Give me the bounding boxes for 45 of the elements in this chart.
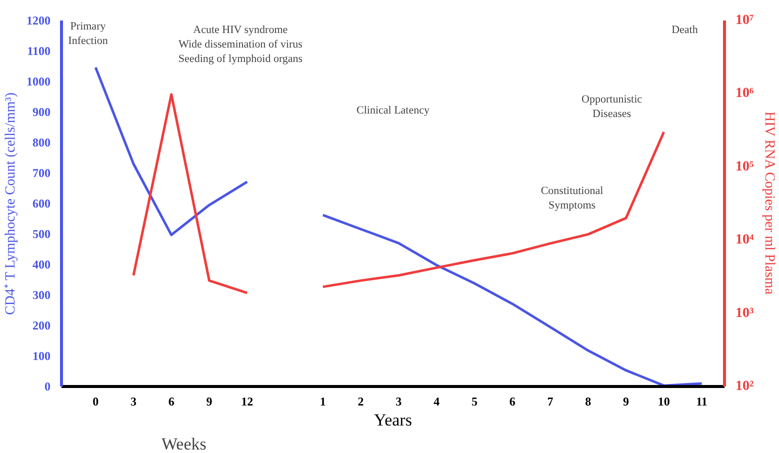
annotation: Clinical Latency	[356, 104, 430, 117]
x-tick-label: 0	[92, 394, 99, 408]
x-tick-label: 9	[622, 394, 629, 408]
x-tick-label: 2	[358, 394, 364, 408]
y-tick-label: 100	[32, 349, 50, 363]
y-tick-label: 800	[32, 136, 50, 150]
x-tick-label: 6	[509, 394, 516, 408]
x-tick-label: 12	[241, 394, 254, 408]
y2-tick-label: 10⁷	[736, 13, 754, 28]
x-tick-label: 8	[585, 394, 592, 408]
y2-axis-title: HIV RNA Copies per ml Plasma	[762, 112, 777, 296]
annotation: Constitutional Symptoms	[540, 185, 604, 212]
y2-tick-label: 10⁶	[736, 86, 754, 102]
y-axis-title: CD4⁺ T Lymphocyte Count (cells/mm³)	[4, 92, 18, 316]
y2-tick-label: 10³	[736, 306, 754, 321]
y-tick-label: 900	[32, 105, 50, 119]
y-tick-label: 1200	[26, 14, 50, 28]
annotation: Death	[672, 24, 698, 36]
x-tick-label: 1	[320, 394, 326, 408]
y-tick-label: 1100	[27, 44, 51, 58]
x-tick-label: 7	[547, 394, 554, 408]
annotation: Acute HIV syndrome Wide dissemination of virus Seeding of lymphoid organs	[178, 24, 303, 65]
x-tick-label: 3	[396, 394, 402, 408]
y-tick-label: 200	[32, 318, 50, 332]
annotation: Primary Infection	[68, 20, 108, 47]
y-tick-label: 400	[32, 258, 50, 272]
y-tick-label: 700	[32, 166, 50, 180]
x-tick-label: 6	[168, 394, 174, 408]
x-tick-label: 3	[130, 394, 136, 408]
x-tick-label: 9	[206, 394, 212, 408]
text: Years	[374, 410, 412, 430]
y-tick-label: 300	[32, 288, 50, 302]
y-tick-label: 0	[44, 380, 50, 394]
x-tick-label: 10	[658, 394, 670, 408]
y-tick-label: 1000	[26, 74, 50, 88]
y-tick-label: 600	[32, 196, 50, 210]
x-tick-label: 4	[434, 394, 440, 408]
annotation: Opportunistic Diseases	[582, 94, 642, 120]
y2-tick-label: 10⁴	[736, 232, 754, 248]
y-tick-label: 500	[32, 227, 50, 241]
x-tick-label: 5	[471, 394, 478, 408]
x-tick-label: 11	[696, 394, 708, 408]
y2-tick-label: 10⁵	[736, 159, 754, 174]
x-axis-title: Weeks	[162, 434, 206, 453]
y2-tick-label: 10²	[736, 379, 754, 394]
